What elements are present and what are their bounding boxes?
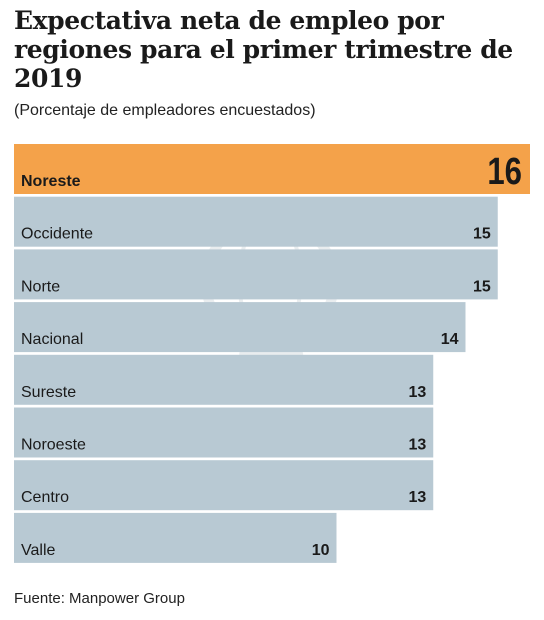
bars-group: Noreste 16 Occidente 15 Norte 15 Nacional 14 Sur… xyxy=(14,144,530,563)
bar-occidente xyxy=(14,196,498,247)
category-label-occidente: Occidente xyxy=(21,226,93,243)
bar-noreste xyxy=(14,144,530,194)
bar-centro xyxy=(14,460,434,511)
value-label-nacional: 14 xyxy=(441,331,459,348)
category-label-centro: Centro xyxy=(21,489,69,506)
bar-valle xyxy=(14,512,337,563)
value-label-sureste: 13 xyxy=(408,384,426,401)
value-label-centro: 13 xyxy=(408,489,426,506)
category-label-sureste: Sureste xyxy=(21,384,76,401)
bar-sureste xyxy=(14,354,434,405)
category-label-valle: Valle xyxy=(21,542,55,559)
source-note: Fuente: Manpower Group xyxy=(14,590,185,607)
chart-title: Expectativa neta de empleo por regiones … xyxy=(14,6,513,93)
bar-noroeste xyxy=(14,407,434,458)
category-label-norte: Norte xyxy=(21,278,60,295)
category-label-noreste: Noreste xyxy=(21,173,81,190)
category-label-nacional: Nacional xyxy=(21,331,83,348)
value-label-occidente: 15 xyxy=(473,226,491,243)
value-label-norte: 15 xyxy=(473,278,491,295)
value-label-valle: 10 xyxy=(312,542,330,559)
value-label-noreste: 16 xyxy=(487,151,522,193)
bar-norte xyxy=(14,249,498,300)
category-label-noroeste: Noroeste xyxy=(21,437,86,454)
bar-nacional xyxy=(14,302,466,353)
value-label-noroeste: 13 xyxy=(408,437,426,454)
chart-subtitle: (Porcentaje de empleadores encuestados) xyxy=(14,102,316,119)
